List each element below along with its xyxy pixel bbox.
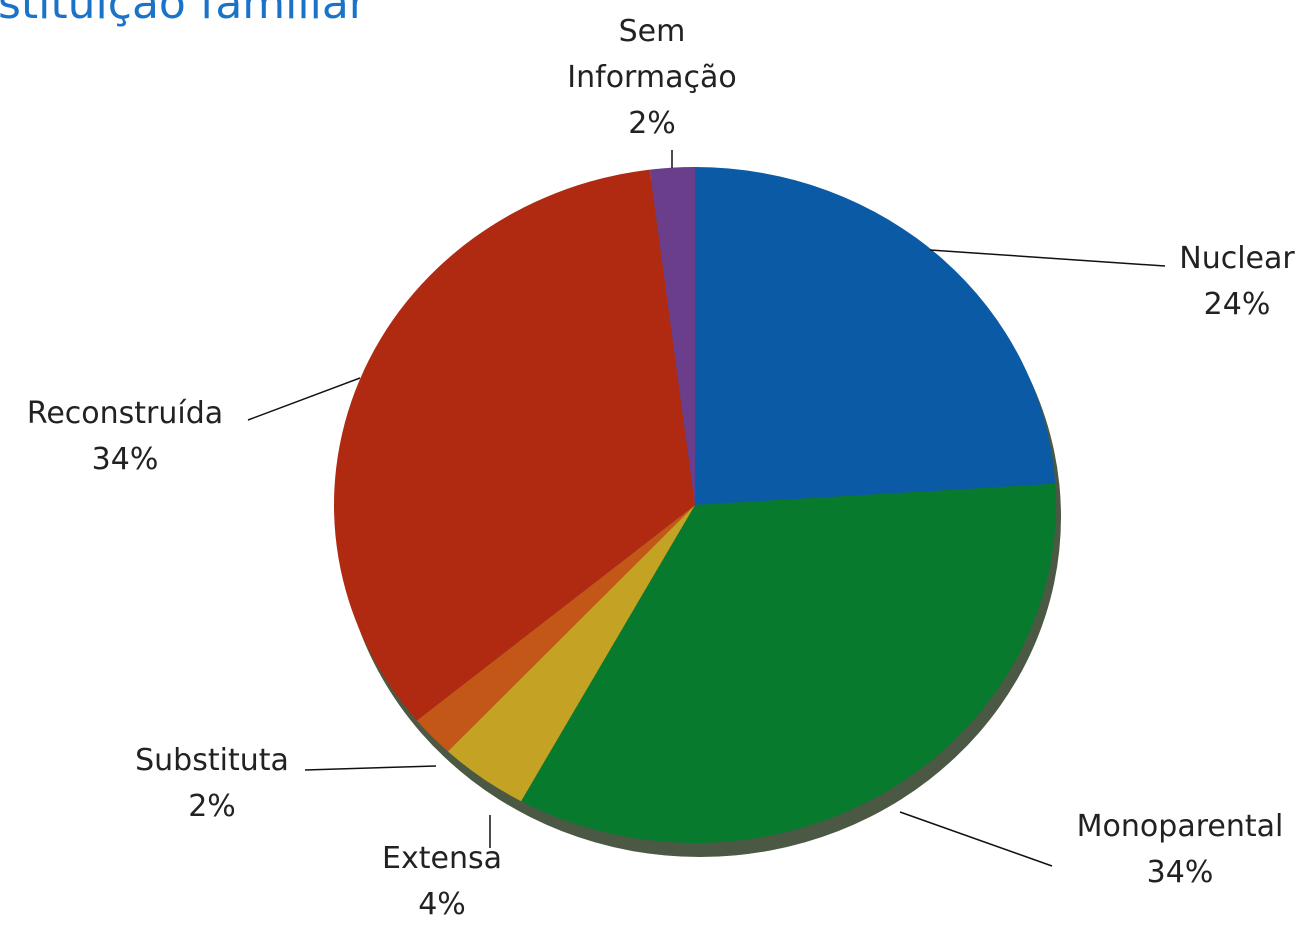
value-label: 4% xyxy=(418,887,466,922)
category-label: Nuclear xyxy=(1179,241,1295,276)
slice-label: Extensa 4% xyxy=(382,836,502,928)
slice-label: Reconstruída 34% xyxy=(27,391,223,483)
leader-line xyxy=(899,811,1053,867)
pie-slice xyxy=(521,483,1056,843)
slice-label: Substituta 2% xyxy=(135,738,289,830)
value-label: 2% xyxy=(628,106,676,141)
value-label: 24% xyxy=(1203,287,1271,322)
category-label: Reconstruída xyxy=(26,396,224,431)
value-label: 34% xyxy=(91,442,159,477)
pie-slice xyxy=(416,505,695,752)
category-label: Monoparental xyxy=(1076,809,1284,844)
slice-label: Nuclear 24% xyxy=(1179,236,1294,328)
category-label: Extensa xyxy=(382,841,502,876)
leader-line xyxy=(929,249,1166,267)
category-label: Sem Informação xyxy=(567,14,737,95)
leader-line xyxy=(304,765,437,771)
slices xyxy=(334,167,1056,843)
pie-slice xyxy=(695,167,1056,505)
slice-label: Sem Informação 2% xyxy=(542,9,762,147)
value-label: 2% xyxy=(188,789,236,824)
slice-label: Monoparental 34% xyxy=(1077,804,1284,896)
value-label: 34% xyxy=(1146,855,1214,890)
chart-title: stituição familiar xyxy=(0,0,367,29)
leader-line xyxy=(247,377,361,421)
pie-slice xyxy=(447,505,695,802)
pie-slice xyxy=(334,169,695,721)
pie-slice xyxy=(649,167,695,505)
category-label: Substituta xyxy=(135,743,289,778)
